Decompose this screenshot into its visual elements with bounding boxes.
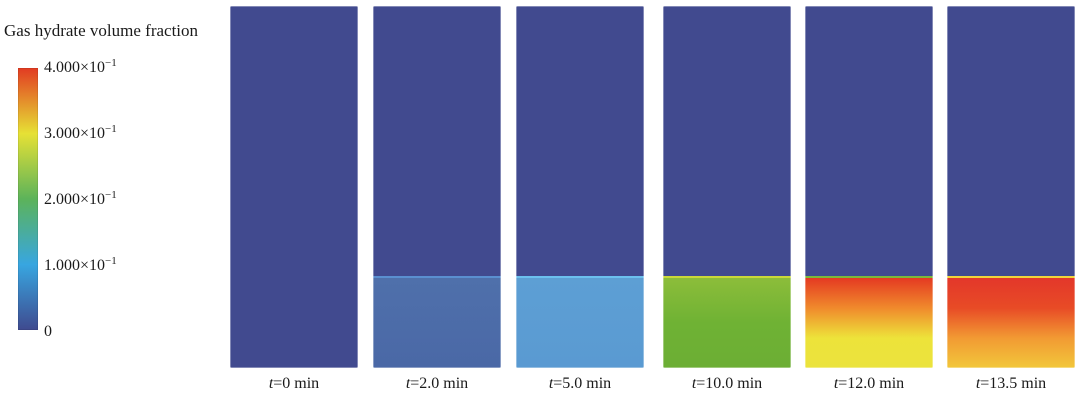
panel-time-label: t=2.0 min (405, 375, 469, 392)
panel-upper-region (947, 6, 1075, 276)
panel-upper-region (230, 6, 358, 276)
panel-lower-region (947, 278, 1075, 368)
contour-panel (230, 6, 358, 368)
legend-colorbar (18, 68, 38, 330)
legend-tick-label: 3.000×10−1 (44, 123, 117, 142)
legend-tick-label: 1.000×10−1 (44, 255, 117, 274)
legend-title: Gas hydrate volume fraction (4, 21, 199, 40)
panel-interface (663, 276, 791, 278)
contour-panel (663, 6, 791, 368)
panel-time-label: t=12.0 min (833, 375, 905, 392)
panel-lower-region (805, 278, 933, 368)
panel-time-label: t=0 min (268, 375, 320, 392)
contour-panel (373, 6, 501, 368)
contour-panel (516, 6, 644, 368)
panel-lower-region (663, 278, 791, 368)
panel-interface (947, 276, 1075, 278)
panel-time-label: t=5.0 min (548, 375, 612, 392)
panel-interface (373, 276, 501, 278)
panel-interface (805, 276, 933, 278)
legend-tick-label: 2.000×10−1 (44, 189, 117, 208)
panel-upper-region (516, 6, 644, 276)
panel-interface (516, 276, 644, 278)
panel-lower-region (373, 278, 501, 368)
panel-time-label: t=10.0 min (691, 375, 763, 392)
panel-upper-region (373, 6, 501, 276)
legend-tick-label: 0 (44, 323, 52, 340)
panel-lower-region (230, 278, 358, 368)
panel-lower-region (516, 278, 644, 368)
legend-tick-label: 4.000×10−1 (44, 57, 117, 76)
panel-upper-region (805, 6, 933, 276)
contour-panel (947, 6, 1075, 368)
panel-upper-region (663, 6, 791, 276)
contour-panel (805, 6, 933, 368)
panel-interface (230, 276, 358, 278)
panel-time-label: t=13.5 min (975, 375, 1047, 392)
